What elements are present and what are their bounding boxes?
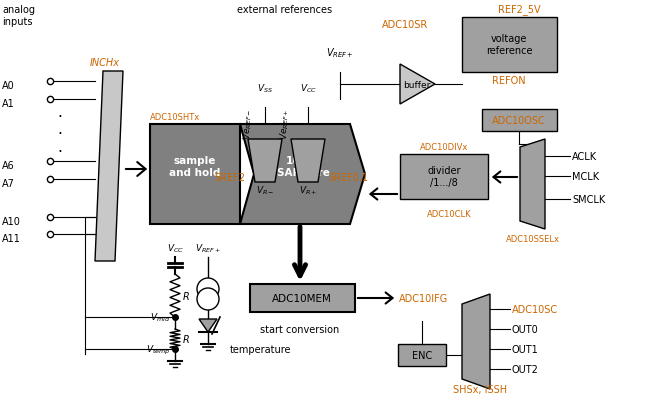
Text: $V_{REF+}$: $V_{REF+}$ xyxy=(195,242,221,254)
Text: SHSx, ISSH: SHSx, ISSH xyxy=(453,384,507,394)
Polygon shape xyxy=(95,72,123,261)
Text: SMCLK: SMCLK xyxy=(572,194,606,205)
Text: REF2_5V: REF2_5V xyxy=(498,4,541,15)
Text: ·
·
·: · · · xyxy=(58,110,62,160)
Text: $V_{R+}$: $V_{R+}$ xyxy=(299,184,317,197)
Polygon shape xyxy=(248,140,282,182)
Text: A6: A6 xyxy=(2,160,15,170)
Text: analog
inputs: analog inputs xyxy=(2,5,35,26)
Text: ADC10DIVx: ADC10DIVx xyxy=(420,143,468,152)
Text: $V_{REF+}$: $V_{REF+}$ xyxy=(326,46,354,60)
Circle shape xyxy=(197,288,219,310)
Text: ADC10SC: ADC10SC xyxy=(512,304,558,314)
Text: ADC10MEM: ADC10MEM xyxy=(272,293,332,303)
Text: divider
/1.../8: divider /1.../8 xyxy=(427,166,461,187)
Text: ADC10IFG: ADC10IFG xyxy=(399,293,448,303)
Polygon shape xyxy=(240,125,365,225)
Text: temperature: temperature xyxy=(230,344,291,354)
Bar xyxy=(398,344,446,366)
Text: ADC10OSC: ADC10OSC xyxy=(492,116,546,126)
Text: OUT0: OUT0 xyxy=(512,324,539,334)
Text: A10: A10 xyxy=(2,217,21,227)
Polygon shape xyxy=(462,294,490,389)
Circle shape xyxy=(197,278,219,300)
Text: sample
and hold: sample and hold xyxy=(169,156,221,177)
Text: external references: external references xyxy=(238,5,332,15)
Text: buffer: buffer xyxy=(403,80,431,89)
Bar xyxy=(150,125,240,225)
Text: A11: A11 xyxy=(2,233,21,243)
Bar xyxy=(462,18,557,73)
Polygon shape xyxy=(199,319,217,332)
Text: A7: A7 xyxy=(2,178,15,188)
Text: $V_{mid}$: $V_{mid}$ xyxy=(150,311,170,324)
Polygon shape xyxy=(400,65,435,105)
Text: ACLK: ACLK xyxy=(572,152,597,162)
Text: ADC10SSELx: ADC10SSELx xyxy=(506,235,560,243)
Text: $V_{SS}$: $V_{SS}$ xyxy=(257,82,273,95)
Polygon shape xyxy=(291,140,325,182)
Text: $V_{CC}$: $V_{CC}$ xyxy=(299,82,317,95)
Text: $Ve_{REF-}$: $Ve_{REF-}$ xyxy=(241,108,254,140)
Text: ADC10SR: ADC10SR xyxy=(382,20,428,30)
Text: $Ve_{REF+}$: $Ve_{REF+}$ xyxy=(279,108,291,140)
Text: OUT2: OUT2 xyxy=(512,364,539,374)
Text: R: R xyxy=(183,334,190,344)
Bar xyxy=(482,110,557,132)
Text: 10-bit
SAR core: 10-bit SAR core xyxy=(276,156,330,177)
Text: SREF0,1: SREF0,1 xyxy=(328,172,368,182)
Text: voltage
reference: voltage reference xyxy=(485,34,532,56)
Text: R: R xyxy=(183,291,190,301)
Text: REFON: REFON xyxy=(492,76,526,86)
Text: ENC: ENC xyxy=(412,350,432,360)
Text: $V_{R-}$: $V_{R-}$ xyxy=(256,184,274,197)
Text: ADC10CLK: ADC10CLK xyxy=(426,209,471,219)
Text: $V_{CC}$: $V_{CC}$ xyxy=(167,242,184,254)
Text: start conversion: start conversion xyxy=(260,324,339,334)
Text: $V_{temp}$: $V_{temp}$ xyxy=(145,342,170,356)
Text: MCLK: MCLK xyxy=(572,172,599,182)
Text: OUT1: OUT1 xyxy=(512,344,539,354)
Text: SREF2: SREF2 xyxy=(214,172,245,182)
Polygon shape xyxy=(520,140,545,229)
Bar xyxy=(400,155,488,200)
Text: A1: A1 xyxy=(2,99,15,109)
Text: ADC10SHTx: ADC10SHTx xyxy=(150,113,201,122)
Text: INCHx: INCHx xyxy=(90,58,120,68)
Bar xyxy=(250,284,355,312)
Text: A0: A0 xyxy=(2,81,15,91)
